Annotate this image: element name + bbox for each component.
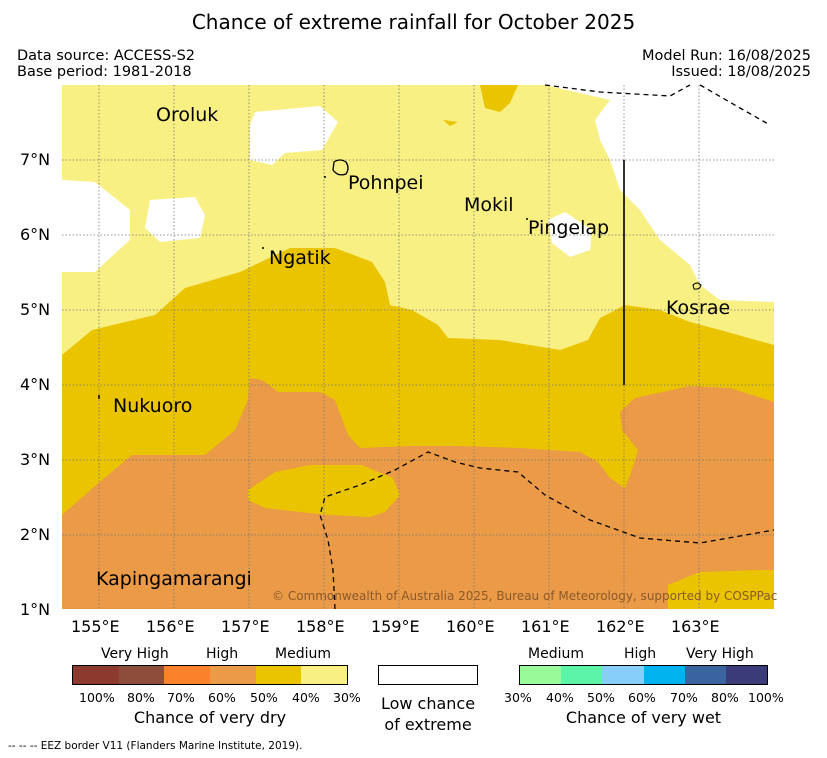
eez-border	[319, 84, 775, 610]
kosrae-island	[692, 282, 702, 290]
wet-swatch	[520, 666, 562, 684]
island-dot	[324, 176, 326, 178]
dry-pct: 100%	[79, 690, 115, 705]
dry-swatch	[210, 666, 256, 684]
dry-pct: 50%	[250, 690, 278, 705]
lat-tick-7: 7°N	[20, 150, 51, 169]
lon-tick-163: 163°E	[671, 617, 720, 636]
lat-tick-2: 2°N	[20, 525, 51, 544]
lon-tick-162: 162°E	[596, 617, 645, 636]
region-low-chance-n	[250, 106, 338, 165]
map-title: Chance of extreme rainfall for October 2…	[191, 10, 636, 34]
wet-pct: 80%	[711, 690, 739, 705]
eez-footnote: -- -- -- EEZ border V11 (Flanders Marine…	[8, 740, 303, 752]
copyright-notice: © Commonwealth of Australia 2025, Bureau…	[272, 589, 778, 603]
lat-tick-1: 1°N	[20, 600, 51, 619]
lat-tick-4: 4°N	[20, 375, 51, 394]
place-oroluk: Oroluk	[156, 104, 219, 126]
place-kosrae: Kosrae	[666, 297, 731, 319]
dry-swatch	[164, 666, 211, 684]
place-pingelap: Pingelap	[528, 217, 610, 239]
region-low-chance-pingelap	[548, 212, 592, 257]
region-dry-40-50-north	[480, 85, 518, 112]
place-nukuoro: Nukuoro	[113, 395, 193, 417]
dry-pct: 70%	[167, 690, 195, 705]
region-dry-50-70	[62, 378, 774, 609]
dry-level-medium: Medium	[275, 646, 331, 662]
lat-tick-5: 5°N	[20, 300, 51, 319]
base-period: Base period: 1981-2018	[17, 64, 192, 80]
dry-pct: 30%	[333, 690, 361, 705]
model-run: Model Run: 16/08/2025	[641, 48, 811, 64]
ngatik-island	[262, 247, 264, 249]
wet-swatch	[725, 666, 768, 684]
lon-tick-155: 155°E	[71, 617, 120, 636]
wet-pct: 30%	[504, 690, 532, 705]
dry-pct: 80%	[127, 690, 155, 705]
wet-caption: Chance of very wet	[565, 708, 722, 727]
dry-swatch	[255, 666, 302, 684]
wet-pct: 60%	[628, 690, 656, 705]
wet-swatch	[602, 666, 644, 684]
place-kapingamarangi: Kapingamarangi	[96, 568, 252, 590]
place-mokil: Mokil	[464, 194, 514, 216]
lon-tick-157: 157°E	[221, 617, 270, 636]
wet-pct: 100%	[748, 690, 784, 705]
region-low-chance-w	[62, 180, 130, 272]
wet-level-high: High	[624, 646, 657, 662]
wet-swatch	[684, 666, 726, 684]
wet-pct: 50%	[587, 690, 615, 705]
low-caption-line1: Low chance	[380, 694, 476, 713]
lon-tick-160: 160°E	[446, 617, 495, 636]
pingelap-island	[526, 218, 528, 220]
issued-date: Issued: 18/08/2025	[671, 64, 811, 80]
wet-level-very-high: Very High	[686, 646, 754, 662]
lon-tick-159: 159°E	[371, 617, 420, 636]
dry-pct: 60%	[208, 690, 236, 705]
place-pohnpei: Pohnpei	[348, 172, 424, 194]
lat-tick-3: 3°N	[20, 450, 51, 469]
dry-swatch	[73, 666, 119, 684]
region-low-chance-w2	[145, 197, 205, 242]
lon-tick-158: 158°E	[296, 617, 345, 636]
wet-level-medium: Medium	[528, 646, 584, 662]
dry-level-high: High	[206, 646, 239, 662]
pohnpei-island	[332, 159, 349, 176]
lon-tick-156: 156°E	[146, 617, 195, 636]
dry-swatch	[301, 666, 348, 684]
wet-pct: 40%	[546, 690, 574, 705]
wet-color-scale	[519, 665, 768, 685]
dry-swatch	[118, 666, 165, 684]
lon-tick-161: 161°E	[521, 617, 570, 636]
data-source: Data source: ACCESS-S2	[17, 48, 196, 64]
dry-color-scale	[72, 665, 348, 685]
region-dry-40-50-spot	[443, 120, 458, 126]
wet-pct: 70%	[670, 690, 698, 705]
low-chance-swatch	[378, 665, 478, 685]
wet-swatch	[643, 666, 685, 684]
wet-swatch	[561, 666, 603, 684]
dry-caption: Chance of very dry	[133, 708, 287, 727]
low-caption-line2: of extreme	[384, 715, 472, 734]
lat-tick-6: 6°N	[20, 225, 51, 244]
region-dry-40-50-se	[668, 570, 774, 609]
region-low-chance-ne	[545, 85, 774, 302]
place-ngatik: Ngatik	[269, 247, 331, 269]
dry-pct: 40%	[292, 690, 320, 705]
dry-level-very-high: Very High	[101, 646, 169, 662]
